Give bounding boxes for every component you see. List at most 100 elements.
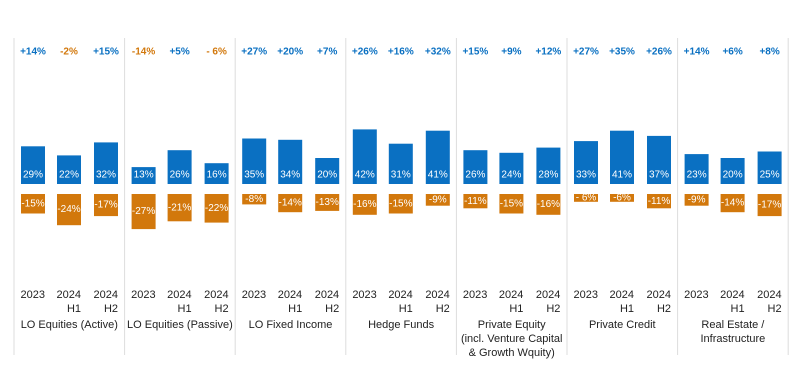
loss-label: -27%	[132, 206, 155, 217]
gain-bar	[315, 158, 340, 184]
net-label: +8%	[759, 47, 779, 58]
loss-bar	[388, 194, 413, 214]
gain-bar	[57, 155, 81, 184]
net-label: +14%	[20, 47, 46, 58]
gain-bar	[94, 142, 118, 184]
loss-bar	[647, 194, 671, 209]
gain-bar	[757, 151, 782, 184]
gain-bar	[499, 152, 524, 184]
gain-label: 31%	[391, 170, 411, 181]
gain-bar	[647, 135, 671, 184]
loss-bar	[242, 194, 267, 205]
loss-bar	[57, 194, 81, 226]
x-tick-label: 2024 H2	[204, 289, 229, 315]
x-tick-label: 2024 H1	[720, 289, 745, 315]
net-label: +20%	[277, 47, 303, 58]
net-label: +14%	[684, 47, 710, 58]
net-label: +7%	[317, 47, 337, 58]
loss-label: -24%	[57, 204, 80, 215]
loss-label: -16%	[537, 199, 560, 210]
gain-label: 23%	[687, 170, 707, 181]
loss-bar	[94, 194, 118, 217]
gain-label: 26%	[465, 170, 485, 181]
loss-label: -11%	[464, 196, 487, 207]
x-tick-label: 2023	[684, 289, 709, 301]
loss-label: -9%	[688, 194, 706, 205]
x-tick-label: 2024 H1	[388, 289, 413, 315]
x-tick-label: 2024 H1	[56, 289, 81, 315]
x-tick-label: 2024 H1	[498, 289, 524, 315]
loss-label: -13%	[316, 197, 339, 208]
group-label: Private Credit	[588, 319, 656, 331]
net-label: +5%	[169, 47, 189, 58]
loss-bar	[352, 194, 377, 215]
x-tick-label: 2023	[573, 289, 598, 301]
loss-bar	[425, 194, 450, 206]
loss-label: -15%	[389, 198, 412, 209]
loss-label: -16%	[353, 199, 376, 210]
gain-bar	[720, 158, 745, 184]
gain-bar	[131, 167, 156, 184]
net-label: +35%	[609, 47, 635, 58]
group-label: Real Estate / Infrastructure	[700, 319, 766, 345]
net-label: +32%	[425, 47, 451, 58]
loss-label: -17%	[758, 200, 781, 211]
net-label: +12%	[535, 47, 561, 58]
gain-bar	[463, 150, 488, 184]
net-label: +26%	[646, 47, 672, 58]
gain-bar	[610, 130, 634, 184]
net-label: +6%	[722, 47, 742, 58]
loss-bar	[21, 194, 45, 214]
loss-label: -15%	[21, 198, 44, 209]
loss-label: -15%	[500, 198, 523, 209]
x-tick-label: 2024 H2	[757, 289, 782, 315]
net-label: +15%	[93, 47, 119, 58]
loss-bar	[499, 194, 524, 214]
loss-bar	[278, 194, 303, 213]
gain-label: 33%	[576, 170, 596, 181]
loss-bar	[204, 194, 229, 223]
x-tick-label: 2024 H2	[646, 289, 671, 315]
loss-label: -17%	[94, 200, 117, 211]
x-tick-label: 2024 H2	[93, 289, 118, 315]
gain-bar	[167, 150, 192, 184]
loss-bar	[757, 194, 782, 217]
group-label: LO Equities (Active)	[20, 319, 118, 331]
gain-label: 28%	[538, 170, 558, 181]
gain-label: 20%	[723, 170, 743, 181]
gain-label: 22%	[59, 170, 79, 181]
x-tick-label: 2024 H1	[277, 289, 303, 315]
gain-label: 24%	[501, 170, 521, 181]
net-label: - 6%	[206, 47, 227, 58]
gain-bar	[536, 147, 561, 184]
loss-label: -11%	[648, 196, 671, 207]
x-tick-label: 2024 H2	[535, 289, 561, 315]
gain-label: 20%	[317, 170, 337, 181]
gain-label: 35%	[244, 170, 264, 181]
gain-bar	[278, 139, 303, 184]
x-tick-label: 2024 H2	[425, 289, 450, 315]
gain-label: 37%	[649, 170, 669, 181]
gain-label: 29%	[23, 170, 43, 181]
x-tick-label: 2024 H2	[314, 289, 340, 315]
gain-label: 26%	[170, 170, 190, 181]
gain-label: 13%	[134, 170, 154, 181]
net-label: +16%	[388, 47, 414, 58]
gain-bar	[242, 138, 267, 184]
gain-bar	[425, 130, 450, 184]
x-tick-label: 2023	[241, 289, 267, 301]
x-tick-label: 2023	[462, 289, 488, 301]
loss-bar	[610, 194, 634, 202]
loss-bar	[131, 194, 156, 230]
loss-label: -9%	[429, 194, 447, 205]
gain-label: 32%	[96, 170, 116, 181]
net-label: +9%	[501, 47, 521, 58]
loss-bar	[315, 194, 340, 211]
gain-bar	[21, 146, 45, 184]
net-label: -14%	[132, 47, 155, 58]
net-label: +27%	[241, 47, 267, 58]
gain-bar	[684, 154, 709, 184]
loss-bar	[167, 194, 192, 222]
x-tick-label: 2023	[20, 289, 45, 301]
